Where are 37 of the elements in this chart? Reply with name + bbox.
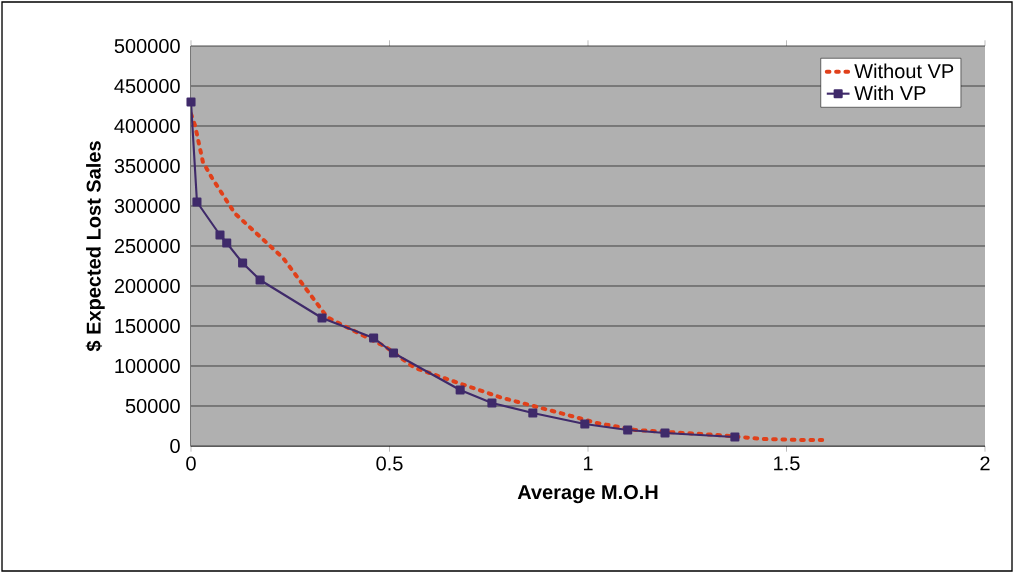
legend-label: Without VP: [854, 63, 954, 79]
y-tick-label: 450000: [114, 78, 180, 94]
point: [660, 428, 670, 438]
point: [455, 385, 465, 395]
point: [580, 419, 590, 429]
y-tick-label: 100000: [115, 358, 180, 374]
y-tick-label: 50000: [125, 398, 180, 414]
point: [487, 398, 497, 408]
x-axis-title: Average M.O.H: [517, 485, 658, 504]
y-axis-title: $ Expected Lost Sales: [85, 141, 105, 352]
y-tick-label: 0: [170, 438, 180, 454]
point: [255, 275, 265, 285]
y-tick-label: 150000: [115, 318, 180, 334]
point: [238, 258, 248, 268]
point: [186, 97, 196, 107]
point: [317, 313, 327, 323]
point: [388, 348, 399, 358]
x-tick-label: 0.5: [376, 456, 403, 471]
x-tick-label: 0: [186, 456, 196, 471]
y-tick-label: 500000: [114, 38, 180, 54]
x-tick-label: 2: [980, 456, 990, 471]
y-tick-label: 200000: [114, 278, 180, 294]
point: [192, 197, 202, 207]
point: [369, 333, 379, 343]
x-tick-label: 1.5: [774, 456, 800, 471]
line-series: [191, 112, 825, 442]
y-tick-label: 300000: [114, 198, 180, 214]
x-tick-label: 1: [583, 456, 593, 471]
y-tick-label: 250000: [114, 238, 180, 254]
y-tick-label: 400000: [114, 118, 180, 134]
point: [623, 425, 633, 435]
point: [528, 408, 538, 418]
point: [222, 238, 232, 248]
point: [730, 432, 740, 442]
point: [215, 230, 225, 240]
y-tick-label: 350000: [114, 158, 180, 174]
legend-label: With VP: [854, 85, 926, 101]
